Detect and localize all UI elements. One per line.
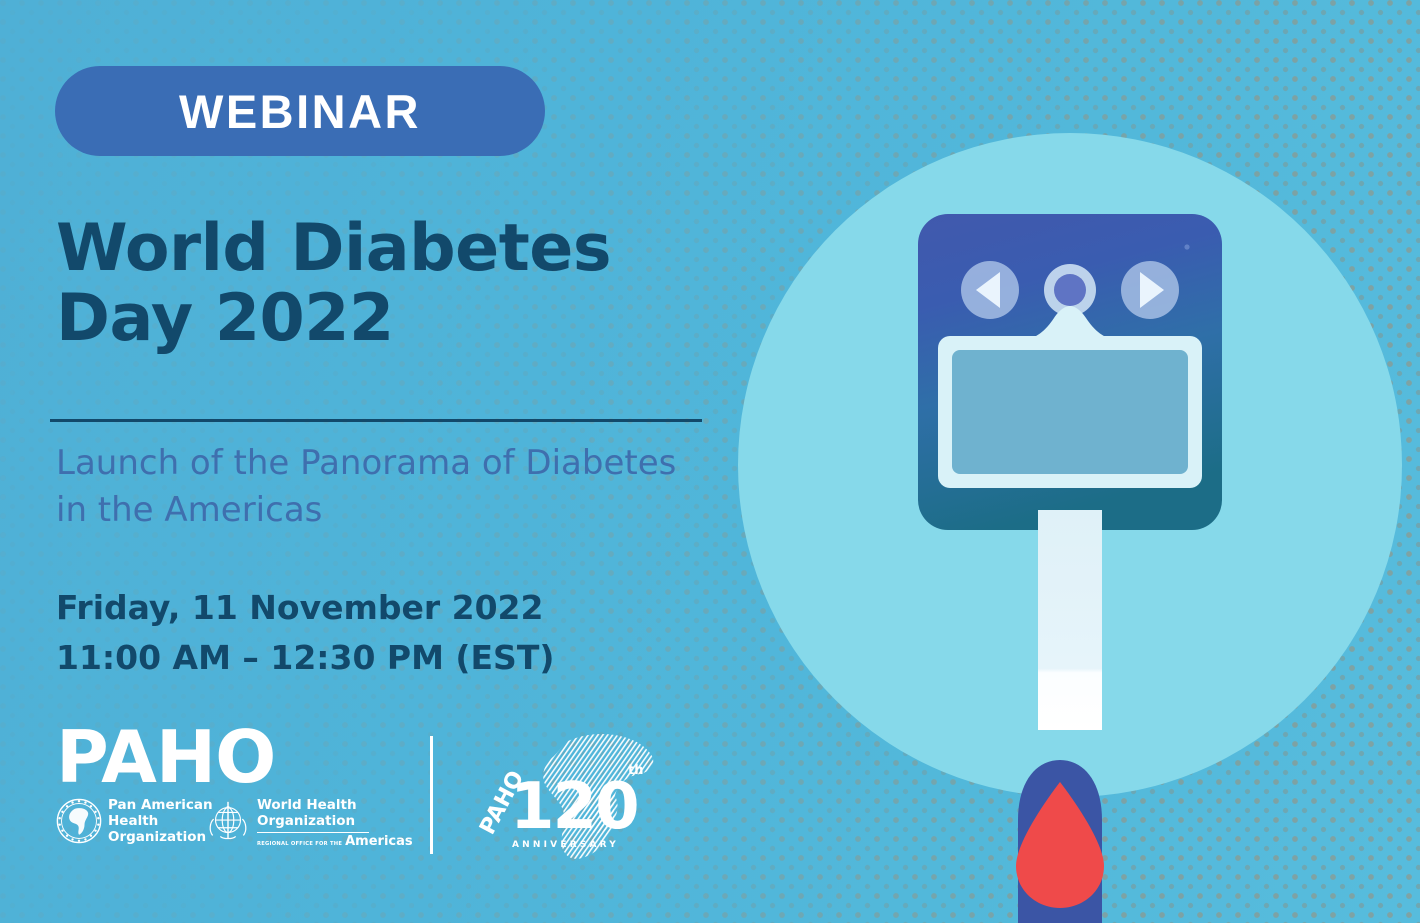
event-time: 11:00 AM – 12:30 PM (EST) bbox=[56, 638, 555, 678]
event-date: Friday, 11 November 2022 bbox=[56, 588, 544, 627]
display-screen bbox=[952, 350, 1188, 474]
poster-content: WEBINAR World Diabetes Day 2022 Launch o… bbox=[50, 66, 746, 876]
paho-globe-emblem-icon bbox=[56, 798, 102, 844]
who-org-line-1: World Health bbox=[257, 797, 357, 813]
paho-120th-anniversary-logo: PAHO 120 th ANNIVERSARY bbox=[475, 734, 654, 859]
page-subtitle-line-1: Launch of the Panorama of Diabetes bbox=[56, 443, 677, 483]
right-arrow-button bbox=[1121, 261, 1179, 319]
paho-logo: PAHO bbox=[56, 726, 413, 849]
paho-org-line-1: Pan American bbox=[108, 797, 213, 813]
americas-map-icon bbox=[543, 734, 654, 859]
anniversary-ordinal-text: th bbox=[628, 763, 643, 778]
glucose-meter-illustration bbox=[700, 0, 1420, 923]
power-button bbox=[1044, 264, 1096, 316]
who-org-line-2: Organization bbox=[257, 812, 356, 829]
blood-drop bbox=[1016, 782, 1104, 908]
page-subtitle: Launch of the Panorama of Diabetes in th… bbox=[56, 440, 736, 534]
page-title-line-1: World Diabetes bbox=[56, 211, 612, 286]
test-strip-front bbox=[1038, 510, 1102, 730]
who-region-prefix: REGIONAL OFFICE FOR THE bbox=[257, 841, 343, 848]
fingertip-group bbox=[1016, 760, 1104, 923]
left-arrow-button bbox=[961, 261, 1019, 319]
title-divider bbox=[50, 419, 702, 422]
webinar-badge-label: WEBINAR bbox=[178, 84, 422, 138]
anniversary-number-text: 120 bbox=[510, 770, 638, 844]
paho-org-line-3: Organization bbox=[108, 828, 207, 845]
paho-org-line-2: Health bbox=[108, 812, 159, 829]
paho-wordmark-icon: PAHO bbox=[56, 726, 276, 796]
logo-row: PAHO bbox=[56, 726, 656, 876]
webinar-badge: WEBINAR bbox=[55, 66, 545, 156]
device-indicator-dot bbox=[1184, 244, 1190, 250]
pan-american-health-organization-lockup: Pan American Health Organization bbox=[56, 797, 213, 846]
page-title: World Diabetes Day 2022 bbox=[56, 211, 746, 357]
paho-organization-name: Pan American Health Organization bbox=[108, 797, 213, 846]
page-title-line-2: Day 2022 bbox=[56, 281, 394, 357]
who-region-line: REGIONAL OFFICE FOR THE Americas bbox=[257, 834, 413, 849]
page-subtitle-line-2: in the Americas bbox=[56, 489, 323, 530]
svg-text:PAHO: PAHO bbox=[56, 726, 275, 796]
who-emblem-icon bbox=[209, 801, 247, 840]
logo-separator bbox=[430, 736, 433, 854]
who-region-name: Americas bbox=[345, 834, 413, 850]
who-underline-rule bbox=[257, 831, 369, 834]
anniversary-word-text: ANNIVERSARY bbox=[512, 840, 619, 850]
who-logo-lockup: World Health Organization REGIONAL OFFIC… bbox=[204, 797, 413, 849]
who-text-block: World Health Organization REGIONAL OFFIC… bbox=[257, 797, 413, 849]
event-schedule: Friday, 11 November 2022 11:00 AM – 12:3… bbox=[56, 583, 696, 683]
